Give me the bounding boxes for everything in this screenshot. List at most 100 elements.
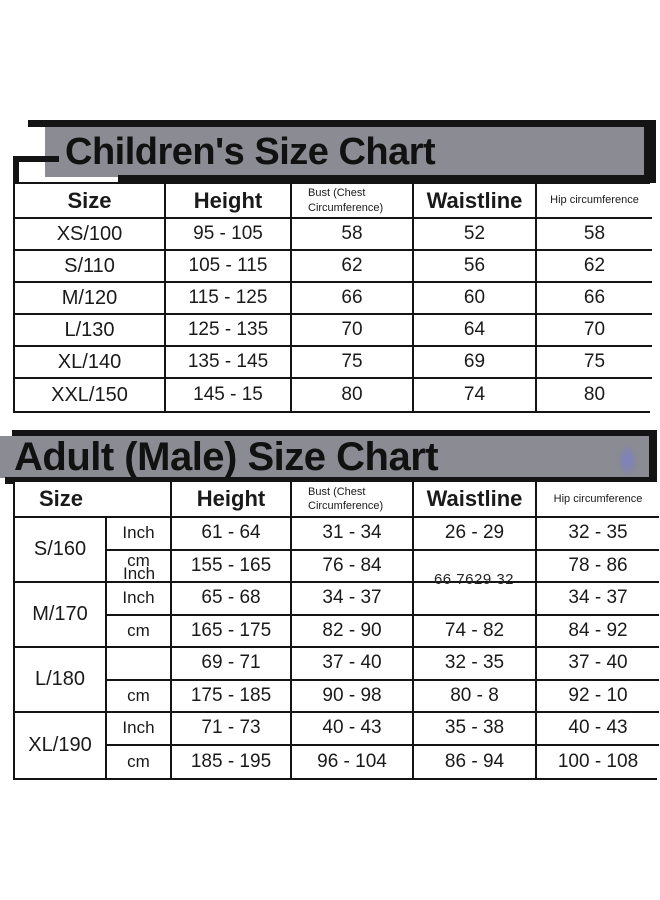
table-cell: 34 - 37: [292, 583, 414, 616]
table-cell: 58: [537, 219, 652, 251]
table-cell: Inch: [107, 713, 172, 746]
table-cell: 26 - 29: [414, 518, 537, 551]
table-cell: 34 - 37: [537, 583, 659, 616]
table-cell: 74 - 82: [414, 615, 537, 648]
table-cell: M/170: [15, 583, 107, 648]
table-cell: 37 - 40: [292, 648, 414, 681]
table-cell: cm Inch: [107, 550, 172, 583]
table-cell: 69: [414, 347, 537, 379]
blue-smudge-artifact: [619, 446, 636, 475]
table-cell: Inch: [107, 518, 172, 551]
table-cell: 155 - 165: [172, 550, 292, 583]
table-cell: 40 - 43: [292, 713, 414, 746]
children-header-hip: Hip circumference: [537, 184, 652, 219]
table-cell: 76 - 84: [292, 550, 414, 583]
children-size-table: Size Height Bust (Chest Circumference) W…: [13, 182, 652, 413]
table-cell: 78 - 86: [537, 550, 659, 583]
table-cell: 96 - 104: [292, 745, 414, 778]
children-chart-title: Children's Size Chart: [65, 130, 436, 173]
table-cell: 56: [414, 251, 537, 283]
table-cell: [414, 583, 537, 616]
table-cell: 62: [537, 251, 652, 283]
table-cell: 100 - 108: [537, 745, 659, 778]
table-cell: 62: [292, 251, 414, 283]
adult-size-table: Size Height Bust (Chest Circumference) W…: [13, 480, 659, 780]
table-cell: Inch: [107, 583, 172, 616]
table-cell: 58: [292, 219, 414, 251]
table-cell: 75: [292, 347, 414, 379]
table-cell: L/180: [15, 648, 107, 713]
adult-header-size: Size: [15, 482, 107, 518]
accent-bar-children-right: [644, 123, 656, 183]
table-cell: 80: [292, 379, 414, 411]
table-cell: 80: [537, 379, 652, 411]
adult-header-hip: Hip circumference: [537, 482, 659, 518]
table-cell: 135 - 145: [166, 347, 292, 379]
accent-corner-h: [13, 156, 59, 162]
table-cell: 95 - 105: [166, 219, 292, 251]
children-header-bust: Bust (Chest Circumference): [292, 184, 414, 219]
glitch-text: 66 7629 32: [433, 571, 515, 588]
adult-header-bust: Bust (Chest Circumference): [292, 482, 414, 518]
accent-bar-children-bottom: [118, 175, 655, 183]
table-cell: L/130: [15, 315, 166, 347]
table-cell: 60: [414, 283, 537, 315]
table-cell: 32 - 35: [414, 648, 537, 681]
table-cell: 64: [414, 315, 537, 347]
table-cell: XL/190: [15, 713, 107, 778]
adult-header-waistline: Waistline: [414, 482, 537, 518]
table-cell: 66: [537, 283, 652, 315]
table-cell: cm: [107, 615, 172, 648]
table-cell: 86 - 94: [414, 745, 537, 778]
adult-header-height: Height: [172, 482, 292, 518]
table-cell: 70: [292, 315, 414, 347]
adult-title-band: Adult (Male) Size Chart: [0, 434, 656, 479]
accent-corner-v: [13, 156, 19, 186]
table-cell: 185 - 195: [172, 745, 292, 778]
table-cell: M/120: [15, 283, 166, 315]
table-cell: 37 - 40: [537, 648, 659, 681]
adult-chart-title: Adult (Male) Size Chart: [14, 434, 439, 479]
table-cell: 80 - 8: [414, 680, 537, 713]
children-header-height: Height: [166, 184, 292, 219]
table-cell: cm: [107, 745, 172, 778]
table-cell: XS/100: [15, 219, 166, 251]
table-cell: 92 - 10: [537, 680, 659, 713]
table-cell: 74: [414, 379, 537, 411]
table-cell: 65 - 68: [172, 583, 292, 616]
table-cell: [414, 550, 537, 583]
accent-bar-adult-right: [649, 432, 657, 482]
table-cell: 82 - 90: [292, 615, 414, 648]
table-cell: cm: [107, 680, 172, 713]
glitched-overlap-text: Inch: [123, 563, 156, 583]
table-cell: S/160: [15, 518, 107, 583]
table-cell: 32 - 35: [537, 518, 659, 551]
children-header-waistline: Waistline: [414, 184, 537, 219]
table-cell: 69 - 71: [172, 648, 292, 681]
table-cell: 31 - 34: [292, 518, 414, 551]
table-cell: 35 - 38: [414, 713, 537, 746]
table-cell: S/110: [15, 251, 166, 283]
table-cell: XXL/150: [15, 379, 166, 411]
table-cell: 115 - 125: [166, 283, 292, 315]
table-cell: [107, 648, 172, 681]
table-cell: 71 - 73: [172, 713, 292, 746]
table-cell: 40 - 43: [537, 713, 659, 746]
table-cell: 165 - 175: [172, 615, 292, 648]
table-cell: 90 - 98: [292, 680, 414, 713]
table-cell: 75: [537, 347, 652, 379]
table-cell: 52: [414, 219, 537, 251]
table-cell: 145 - 15: [166, 379, 292, 411]
table-cell: 70: [537, 315, 652, 347]
table-cell: 66: [292, 283, 414, 315]
table-cell: 105 - 115: [166, 251, 292, 283]
children-title-band: Children's Size Chart: [45, 127, 648, 177]
table-cell: 84 - 92: [537, 615, 659, 648]
table-cell: 175 - 185: [172, 680, 292, 713]
table-cell: 125 - 135: [166, 315, 292, 347]
table-cell: 61 - 64: [172, 518, 292, 551]
table-cell: XL/140: [15, 347, 166, 379]
adult-header-unit-spacer: [107, 482, 172, 518]
accent-bar-adult-top: [12, 430, 657, 436]
